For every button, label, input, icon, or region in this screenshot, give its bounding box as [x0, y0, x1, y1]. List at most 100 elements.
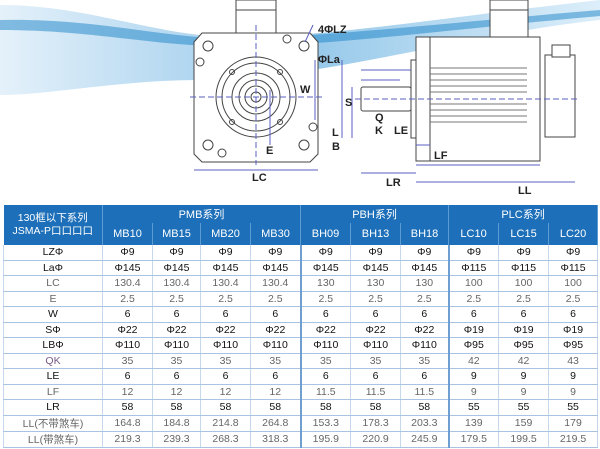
table-cell: Φ110 — [152, 337, 201, 354]
table-row: SΦ Φ22 Φ22 Φ22 Φ22 Φ22 Φ22 Φ22 Φ19 Φ19 Φ19 — [3, 322, 599, 338]
table-cell: 2.5 — [152, 291, 201, 307]
table-cell: Φ115 — [448, 260, 500, 276]
front-view — [190, 0, 322, 171]
model-code-label: JSMA-P口口口口 — [12, 225, 93, 237]
row-label: QK — [3, 353, 103, 369]
label-lc: LC — [252, 172, 267, 184]
label-le: LE — [394, 125, 408, 137]
row-label: E — [3, 291, 103, 307]
table-cell: 130 — [400, 275, 450, 292]
table-cell: Φ145 — [152, 260, 201, 276]
table-cell: Φ95 — [448, 337, 500, 354]
model-header: BH09 — [300, 223, 352, 245]
table-cell: Φ22 — [200, 322, 251, 338]
table-cell: 130 — [300, 275, 352, 292]
model-header: BH13 — [350, 223, 402, 245]
label-ll: LL — [518, 185, 532, 197]
table-cell: 55 — [448, 399, 500, 416]
table-cell: Φ110 — [350, 337, 402, 354]
label-lf: LF — [434, 150, 448, 162]
label-la: ΦLa — [318, 54, 341, 66]
row-label: LaΦ — [3, 260, 103, 276]
table-cell: Φ22 — [350, 322, 402, 338]
table-cell: 159 — [498, 415, 550, 432]
table-cell: 179.5 — [448, 431, 500, 448]
table-cell: Φ19 — [498, 322, 550, 338]
table-cell: Φ9 — [102, 245, 153, 261]
label-k: K — [375, 125, 383, 137]
table-cell: 42 — [448, 353, 500, 369]
table-cell: 58 — [200, 399, 251, 416]
table-cell: 153.3 — [300, 415, 352, 432]
table-row: QK 35 35 35 35 35 35 35 42 42 43 — [3, 353, 599, 369]
label-lz: 4ΦLZ — [318, 24, 347, 36]
table-cell: 6 — [400, 306, 450, 323]
table-row: LE 6 6 6 6 6 6 6 9 9 9 — [3, 368, 599, 385]
table-cell: 12 — [250, 384, 302, 400]
table-cell: 9 — [548, 384, 599, 400]
table-cell: 100 — [498, 275, 550, 292]
table-cell: 9 — [448, 384, 500, 400]
table-cell: 35 — [300, 353, 352, 369]
table-cell: 219.5 — [548, 431, 599, 448]
row-label: LR — [3, 399, 103, 416]
label-lr: LR — [386, 177, 401, 189]
table-cell: 2.5 — [548, 291, 599, 307]
row-label: LBΦ — [3, 337, 103, 354]
group-header-plc: PLC系列 — [448, 205, 599, 223]
table-cell: 2.5 — [350, 291, 402, 307]
model-header: LC15 — [498, 223, 550, 245]
model-header: BH18 — [400, 223, 450, 245]
table-cell: 130.4 — [102, 275, 153, 292]
table-cell: 35 — [350, 353, 402, 369]
encoder — [544, 54, 576, 138]
table-cell: 58 — [400, 399, 450, 416]
table-cell: Φ19 — [448, 322, 500, 338]
table-cell: 245.9 — [400, 431, 450, 448]
label-s: S — [345, 97, 352, 109]
table-cell: 178.3 — [350, 415, 402, 432]
table-cell: 220.9 — [350, 431, 402, 448]
table-cell: 268.3 — [200, 431, 251, 448]
table-row: E 2.5 2.5 2.5 2.5 2.5 2.5 2.5 2.5 2.5 2.5 — [3, 291, 599, 307]
table-cell: 6 — [300, 368, 352, 385]
table-row: LC 130.4 130.4 130.4 130.4 130 130 130 100 100 100 — [3, 275, 599, 292]
table-cell: Φ145 — [300, 260, 352, 276]
model-header-row: MB10 MB15 MB20 MB30 BH09 BH13 BH18 LC10 LC15 LC20 — [4, 223, 599, 245]
label-w: W — [300, 84, 311, 96]
table-cell: Φ115 — [548, 260, 599, 276]
table-cell: 219.3 — [102, 431, 153, 448]
table-cell: 58 — [250, 399, 302, 416]
table-row: LL(带煞车) 219.3 239.3 268.3 318.3 195.9 220.9 245… — [3, 431, 599, 448]
table-cell: 164.8 — [102, 415, 153, 432]
table-cell: 264.8 — [250, 415, 302, 432]
label-q: Q — [375, 112, 384, 124]
label-l: L — [332, 127, 339, 139]
table-cell: 6 — [548, 306, 599, 323]
table-cell: 179 — [548, 415, 599, 432]
table-cell: Φ9 — [152, 245, 201, 261]
table-cell: 130.4 — [152, 275, 201, 292]
table-cell: 6 — [250, 368, 302, 385]
connector-side — [489, 0, 529, 38]
table-cell: 6 — [350, 306, 402, 323]
table-cell: 130.4 — [200, 275, 251, 292]
table-cell: 6 — [300, 306, 352, 323]
table-row: LZΦ Φ9 Φ9 Φ9 Φ9 Φ9 Φ9 Φ9 Φ9 Φ9 Φ9 — [3, 245, 599, 261]
table-cell: Φ145 — [400, 260, 450, 276]
table-cell: 35 — [200, 353, 251, 369]
table-cell: 6 — [200, 368, 251, 385]
table-cell: Φ110 — [200, 337, 251, 354]
table-cell: Φ145 — [350, 260, 402, 276]
table-cell: 199.5 — [498, 431, 550, 448]
table-cell: 58 — [350, 399, 402, 416]
table-cell: 100 — [548, 275, 599, 292]
table-cell: 11.5 — [300, 384, 352, 400]
table-cell: 2.5 — [200, 291, 251, 307]
table-cell: Φ9 — [548, 245, 599, 261]
table-cell: 195.9 — [300, 431, 352, 448]
table-cell: 6 — [102, 368, 153, 385]
model-header: MB15 — [152, 223, 201, 245]
table-cell: 2.5 — [498, 291, 550, 307]
